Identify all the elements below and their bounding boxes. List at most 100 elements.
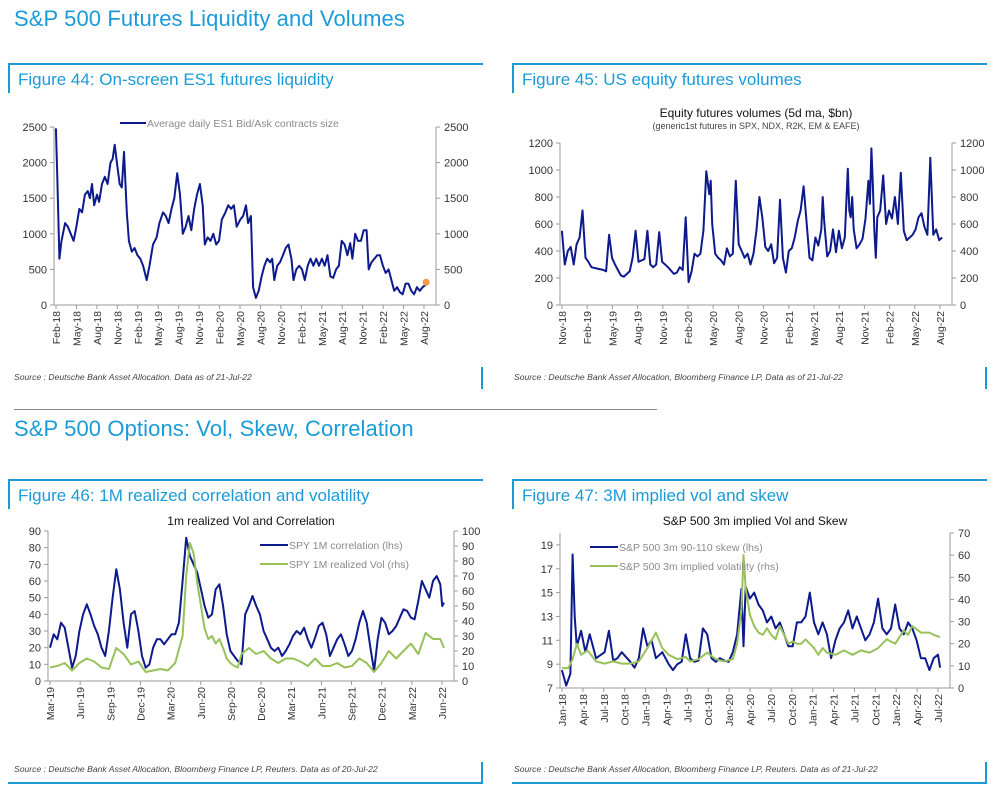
y2-tick-label: 2500 <box>444 122 468 134</box>
y2-tick-label: 0 <box>960 300 966 312</box>
x-tick-label: Oct-19 <box>703 694 715 726</box>
x-tick-label: Nov-20 <box>276 311 288 345</box>
y-tick-label: 600 <box>535 219 553 231</box>
chart-title: 1m realized Vol and Correlation <box>167 514 334 528</box>
figure-footer <box>8 762 483 784</box>
y-tick-label: 0 <box>41 300 47 312</box>
figure-footer <box>512 762 987 784</box>
x-tick-label: Oct-20 <box>787 694 799 726</box>
figure-header: Figure 46: 1M realized correlation and v… <box>8 479 483 509</box>
x-tick-label: Apr-22 <box>912 694 924 726</box>
y-tick-label: 9 <box>547 659 553 671</box>
y2-tick-label: 0 <box>958 683 964 695</box>
x-tick-label: Jun-19 <box>75 687 87 719</box>
legend-label: Average daily ES1 Bid/Ask contracts size <box>147 118 339 130</box>
figure-header: Figure 44: On-screen ES1 futures liquidi… <box>8 63 483 93</box>
x-tick-label: Aug-22 <box>419 311 431 345</box>
x-tick-label: Feb-22 <box>885 311 897 344</box>
chart-fig44: 0 500 1000 1500 2000 2500 0 500 1000 1500 2000 2500… <box>23 118 469 346</box>
series-line-0 <box>560 553 942 687</box>
x-tick-label: Apr-19 <box>661 694 673 726</box>
x-tick-label: Jul-21 <box>849 694 861 723</box>
y-tick-label: 30 <box>29 626 41 638</box>
x-tick-label: Aug-21 <box>834 311 846 345</box>
x-tick-label: Feb-18 <box>51 311 63 344</box>
y-tick-label: 800 <box>535 192 553 204</box>
y2-tick-label: 20 <box>462 646 474 658</box>
x-tick-label: Feb-19 <box>133 311 145 344</box>
x-tick-label: Jun-20 <box>196 687 208 719</box>
x-tick-label: Aug-22 <box>935 311 947 345</box>
y2-tick-label: 0 <box>444 300 450 312</box>
y-tick-label: 10 <box>29 659 41 671</box>
y2-tick-label: 60 <box>462 586 474 598</box>
x-tick-label: Nov-19 <box>658 311 670 345</box>
y-tick-label: 50 <box>29 593 41 605</box>
figure-title: Figure 46: 1M realized correlation and v… <box>18 486 370 505</box>
y-tick-label: 20 <box>29 643 41 655</box>
x-tick-label: May-21 <box>809 311 821 346</box>
y-tick-label: 15 <box>541 588 553 600</box>
y-tick-label: 200 <box>535 273 553 285</box>
x-tick-label: Jun-22 <box>437 687 449 719</box>
y-tick-label: 500 <box>29 264 47 276</box>
section-title-options: S&P 500 Options: Vol, Skew, Correlation <box>14 416 414 441</box>
y2-tick-label: 90 <box>462 541 474 553</box>
x-tick-label: Mar-20 <box>166 687 178 720</box>
x-tick-label: Jan-18 <box>557 694 569 726</box>
y2-tick-label: 20 <box>958 639 970 651</box>
x-tick-label: Nov-19 <box>194 311 206 345</box>
figure-45: Figure 45: US equity futures volumes Equ… <box>512 63 987 393</box>
figure-source: Source : Deutsche Bank Asset Allocation,… <box>514 764 878 774</box>
series-line-1 <box>561 554 941 670</box>
chart-fig45: Equity futures volumes (5d ma, $bn)(gene… <box>529 106 985 346</box>
x-tick-label: May-20 <box>708 311 720 346</box>
figure-46: Figure 46: 1M realized correlation and v… <box>8 479 483 791</box>
series-line-0 <box>49 536 445 672</box>
y2-tick-label: 1200 <box>960 138 984 150</box>
x-tick-label: Oct-18 <box>620 694 632 726</box>
x-tick-label: Aug-18 <box>92 311 104 345</box>
y2-tick-label: 1000 <box>960 165 984 177</box>
y2-tick-label: 50 <box>958 572 970 584</box>
y2-tick-label: 80 <box>462 556 474 568</box>
figure-source: Source : Deutsche Bank Asset Allocation,… <box>514 372 843 382</box>
x-tick-label: Nov-18 <box>112 311 124 345</box>
figure-title: Figure 47: 3M implied vol and skew <box>522 486 789 505</box>
y-tick-label: 13 <box>541 611 553 623</box>
x-tick-label: Aug-20 <box>255 311 267 345</box>
x-tick-label: May-19 <box>607 311 619 346</box>
x-tick-label: May-18 <box>71 311 83 346</box>
x-tick-label: May-22 <box>399 311 411 346</box>
figure-source: Source : Deutsche Bank Asset Allocation.… <box>14 372 252 382</box>
y2-tick-label: 800 <box>960 192 978 204</box>
figure-title: Figure 45: US equity futures volumes <box>522 70 802 89</box>
y2-tick-label: 70 <box>462 571 474 583</box>
y2-tick-label: 70 <box>958 528 970 540</box>
y-tick-label: 0 <box>547 300 553 312</box>
y2-tick-label: 1000 <box>444 229 468 241</box>
y2-tick-label: 10 <box>958 661 970 673</box>
y2-tick-label: 200 <box>960 273 978 285</box>
x-tick-label: Aug-19 <box>174 311 186 345</box>
legend-label: S&P 500 3m 90-110 skew (lhs) <box>619 542 763 554</box>
x-tick-label: Apr-18 <box>578 694 590 726</box>
x-tick-label: May-22 <box>910 311 922 346</box>
y-tick-label: 2000 <box>23 158 47 170</box>
x-tick-label: Dec-20 <box>256 687 268 721</box>
y2-tick-label: 40 <box>958 594 970 606</box>
x-tick-label: Jul-18 <box>599 694 611 723</box>
x-tick-label: Nov-21 <box>358 311 370 345</box>
y-tick-label: 40 <box>29 609 41 621</box>
x-tick-label: Jan-21 <box>808 694 820 726</box>
y-tick-label: 1000 <box>23 229 47 241</box>
y-tick-label: 60 <box>29 576 41 588</box>
y-tick-label: 80 <box>29 543 41 555</box>
series-line-0 <box>54 128 426 299</box>
legend-label: SPY 1M correlation (lhs) <box>289 540 403 552</box>
y-tick-label: 1200 <box>529 138 553 150</box>
y-tick-label: 90 <box>29 526 41 538</box>
y-tick-label: 1000 <box>529 165 553 177</box>
chart-fig46: 1m realized Vol and Correlation 0 10 20 30 40… <box>29 514 481 721</box>
x-tick-label: Jan-19 <box>641 694 653 726</box>
